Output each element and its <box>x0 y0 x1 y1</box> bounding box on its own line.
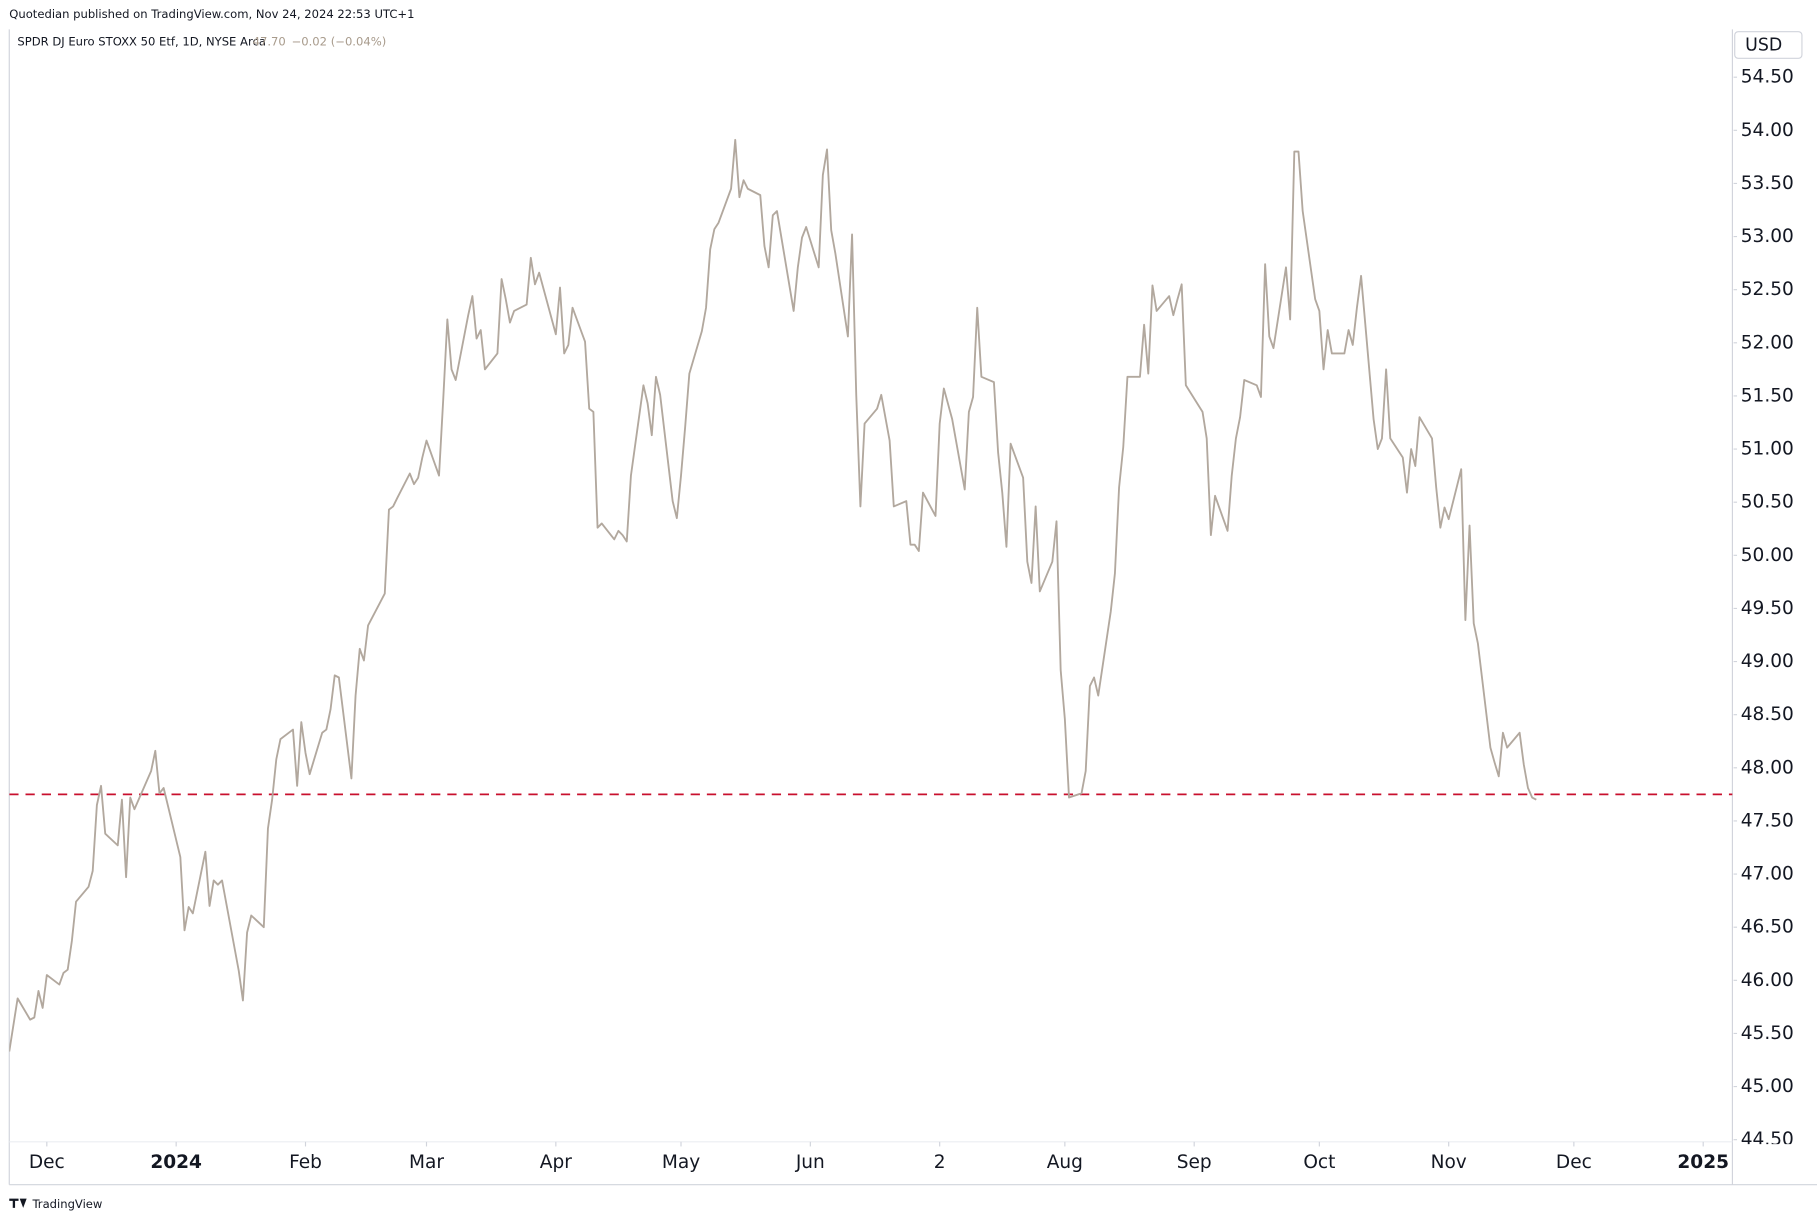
last-price: 47.70 <box>253 35 286 49</box>
footer-brand: TradingView <box>31 1197 102 1211</box>
x-tick-label: Dec <box>1556 1152 1592 1173</box>
symbol-info: SPDR DJ Euro STOXX 50 Etf, 1D, NYSE Arca <box>17 35 266 49</box>
x-tick-label: Feb <box>289 1152 322 1173</box>
y-tick-label: 49.00 <box>1741 651 1794 672</box>
price-axis: 44.50 45.00 45.50 46.00 46.50 47.00 47.50 48.00… <box>1733 67 1794 1150</box>
y-tick-label: 47.00 <box>1741 864 1794 885</box>
x-tick-label: Dec <box>29 1152 65 1173</box>
x-tick-label: Sep <box>1177 1152 1212 1173</box>
x-tick-label: Nov <box>1431 1152 1467 1173</box>
currency[interactable]: USD <box>1745 36 1782 56</box>
footer-logo <box>9 1198 27 1208</box>
y-tick-label: 52.00 <box>1741 332 1794 353</box>
x-tick-label: Apr <box>540 1152 572 1173</box>
y-tick-label: 44.50 <box>1741 1129 1794 1150</box>
y-tick-label: 51.00 <box>1741 439 1794 460</box>
y-tick-label: 46.00 <box>1741 970 1794 991</box>
x-tick-label: Oct <box>1303 1152 1335 1173</box>
plot-area <box>9 138 1733 1052</box>
y-tick-label: 48.00 <box>1741 757 1794 778</box>
y-tick-label: 54.00 <box>1741 120 1794 141</box>
y-tick-label: 49.50 <box>1741 598 1794 619</box>
y-tick-label: 45.50 <box>1741 1023 1794 1044</box>
y-tick-label: 52.50 <box>1741 279 1794 300</box>
time-axis: Dec 2024 Feb Mar Apr May Jun 2 Aug Sep Oct Nov Dec 20… <box>29 1141 1729 1173</box>
x-tick-label: 2 <box>934 1152 946 1173</box>
x-tick-label: Mar <box>409 1152 444 1173</box>
y-tick-label: 47.50 <box>1741 810 1794 831</box>
y-tick-label: 53.50 <box>1741 173 1794 194</box>
y-tick-label: 48.50 <box>1741 704 1794 725</box>
y-tick-label: 53.00 <box>1741 226 1794 247</box>
x-tick-label: 2024 <box>150 1152 202 1173</box>
currency-box[interactable] <box>1734 31 1803 59</box>
y-tick-label: 50.50 <box>1741 492 1794 513</box>
x-tick-label: Aug <box>1047 1152 1083 1173</box>
y-tick-label: 46.50 <box>1741 917 1794 938</box>
price-change: −0.02 (−0.04%) <box>292 35 387 49</box>
y-tick-label: 54.50 <box>1741 67 1794 88</box>
y-tick-label: 51.50 <box>1741 385 1794 406</box>
x-tick-label: May <box>662 1152 700 1173</box>
price-line <box>9 138 1537 1052</box>
x-tick-label: Jun <box>795 1152 825 1173</box>
y-tick-label: 50.00 <box>1741 545 1794 566</box>
published-note: Quotedian published on TradingView.com, … <box>9 7 414 21</box>
x-tick-label: 2025 <box>1677 1152 1729 1173</box>
y-tick-label: 45.00 <box>1741 1076 1794 1097</box>
